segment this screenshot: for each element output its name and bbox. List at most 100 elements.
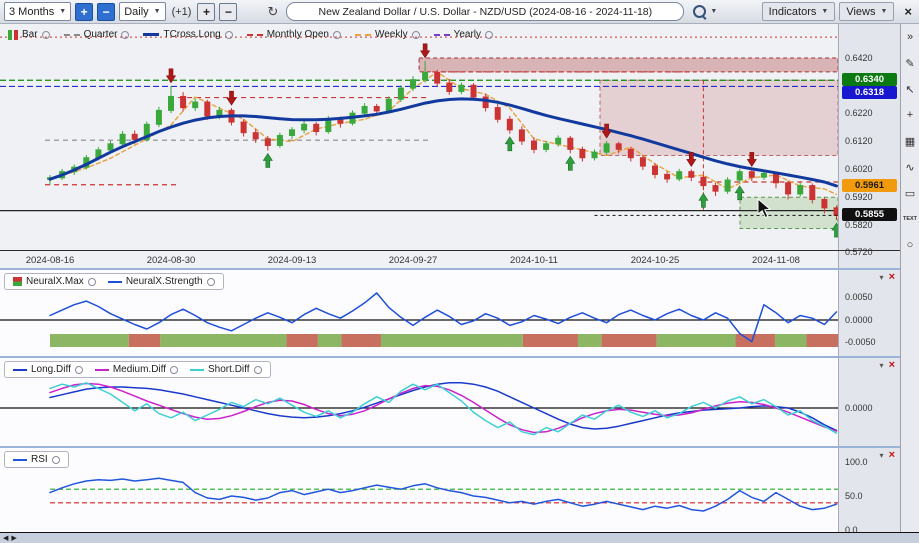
refresh-icon[interactable]: ↻: [267, 3, 279, 19]
chevron-down-icon: ▼: [821, 8, 829, 15]
rsi-menu-icon[interactable]: ▾: [879, 450, 884, 460]
symbol-title-input[interactable]: New Zealand Dollar / U.S. Dollar - NZD/U…: [286, 2, 685, 21]
scroll-left-button[interactable]: ◀: [3, 535, 9, 542]
diff-plot[interactable]: Long.Diff Medium.Diff Short.Diff: [0, 358, 838, 446]
close-icon[interactable]: ×: [904, 4, 912, 19]
legend-item-monthly-open[interactable]: Monthly Open: [246, 29, 341, 40]
info-icon: [485, 30, 494, 39]
legend-label: Quarter: [83, 29, 118, 40]
price-chart-canvas[interactable]: 2024-08-16 2024-08-30 2024-09-13 2024-09-27…: [0, 24, 838, 268]
info-icon: [170, 365, 179, 374]
line-marker-icon: [13, 458, 27, 461]
svg-text:2024-08-16: 2024-08-16: [26, 255, 75, 266]
indicators-button[interactable]: Indicators ▼: [761, 2, 836, 21]
remove-bar-button[interactable]: −: [219, 2, 238, 21]
legend-label: NeuralX.Strength: [125, 276, 203, 287]
legend-label: Medium.Diff: [112, 364, 167, 375]
info-icon: [332, 30, 341, 39]
ellipse-tool-icon[interactable]: ○: [906, 239, 914, 251]
diff-menu-icon[interactable]: ▾: [879, 360, 884, 370]
line-marker-icon: [13, 368, 27, 371]
price-chart-plot[interactable]: 2024-08-16 2024-08-30 2024-09-13 2024-09-27…: [0, 24, 838, 268]
legend-item-neuralx-strength[interactable]: NeuralX.Strength: [107, 276, 215, 287]
neuralx-tick-label: -0.0050: [845, 337, 876, 347]
price-tick-label: 0.6020: [845, 164, 873, 174]
dash-marker-icon: [63, 33, 80, 36]
legend-item-long-diff[interactable]: Long.Diff: [13, 364, 83, 375]
price-tick-label: 0.6120: [845, 136, 873, 146]
draw-arrow-icon[interactable]: ↖: [905, 83, 915, 96]
rsi-axis[interactable]: ▾ × 100.0 50.0 0.0: [838, 448, 900, 535]
add-bar-button[interactable]: +: [197, 2, 216, 21]
price-chart-panel: 2024-08-16 2024-08-30 2024-09-13 2024-09-27…: [0, 24, 900, 268]
neuralx-tick-label: 0.0050: [845, 292, 873, 302]
range-select[interactable]: 3 Months ▼: [4, 2, 72, 21]
offset-label: (+1): [171, 5, 192, 18]
chevron-down-icon: ▼: [880, 8, 888, 15]
line-marker-icon: [107, 280, 122, 283]
views-button-label: Views: [846, 5, 876, 18]
zoom-in-button[interactable]: +: [75, 2, 94, 21]
legend-item-quarter[interactable]: Quarter: [63, 29, 130, 40]
legend-item-bar[interactable]: Bar: [8, 29, 50, 40]
rsi-tick-label: 0.0: [845, 525, 858, 535]
collapse-panel-icon[interactable]: »: [906, 31, 914, 43]
rsi-panel: RSI ▾ × 100.0 50.0 0.0: [0, 446, 900, 535]
text-tool-icon[interactable]: TEXT: [902, 216, 918, 222]
neuralx-axis[interactable]: ▾ × 0.0050 0.0000 -0.0050: [838, 270, 900, 356]
svg-text:2024-10-25: 2024-10-25: [631, 255, 680, 266]
price-tick-label: 0.5720: [845, 247, 873, 257]
legend-item-weekly[interactable]: Weekly: [354, 29, 420, 40]
legend-label: TCross.Long: [163, 29, 221, 40]
search-icon[interactable]: [693, 5, 707, 18]
legend-item-neuralx-max[interactable]: NeuralX.Max: [13, 276, 96, 287]
price-axis[interactable]: 0.6420 0.6220 0.6120 0.6020 0.5920 0.5820 0.57…: [838, 24, 900, 268]
pattern-icon[interactable]: ▦: [904, 135, 916, 148]
legend-item-rsi[interactable]: RSI: [13, 454, 60, 465]
indicators-button-label: Indicators: [768, 5, 817, 18]
line-marker-icon: [190, 368, 205, 371]
legend-label: Bar: [22, 29, 38, 40]
info-icon: [253, 365, 262, 374]
diff-panel: Long.Diff Medium.Diff Short.Diff ▾ × 0.000…: [0, 356, 900, 446]
diff-axis[interactable]: ▾ × 0.0000: [838, 358, 900, 446]
wave-tool-icon[interactable]: ∿: [905, 161, 915, 174]
legend-item-medium-diff[interactable]: Medium.Diff: [94, 364, 179, 375]
svg-text:2024-09-13: 2024-09-13: [268, 255, 317, 266]
svg-text:2024-08-30: 2024-08-30: [147, 255, 196, 266]
rsi-canvas[interactable]: [0, 448, 838, 532]
rsi-close-icon[interactable]: ×: [888, 449, 895, 461]
chevron-down-icon: ▼: [59, 8, 67, 15]
dash-marker-icon: [246, 33, 263, 36]
neuralx-close-icon[interactable]: ×: [888, 271, 895, 283]
price-tick-label: 0.5820: [845, 220, 873, 230]
scroll-right-button[interactable]: ▶: [11, 535, 17, 542]
symbol-title: New Zealand Dollar / U.S. Dollar - NZD/U…: [318, 5, 653, 18]
neuralx-plot[interactable]: NeuralX.Max NeuralX.Strength: [0, 270, 838, 356]
info-icon: [51, 455, 60, 464]
diff-canvas[interactable]: [0, 358, 838, 446]
diff-close-icon[interactable]: ×: [888, 359, 895, 371]
svg-text:2024-10-11: 2024-10-11: [510, 255, 558, 266]
legend-item-tcross-long[interactable]: TCross.Long: [143, 29, 233, 40]
legend-label: Yearly: [453, 29, 482, 40]
diff-legend: Long.Diff Medium.Diff Short.Diff: [4, 361, 271, 378]
neuralx-menu-icon[interactable]: ▾: [879, 272, 884, 282]
search-dropdown-icon[interactable]: ▼: [710, 8, 718, 15]
price-badge: 0.6340: [842, 73, 897, 86]
rsi-plot[interactable]: RSI: [0, 448, 838, 532]
legend-item-yearly[interactable]: Yearly: [433, 29, 494, 40]
views-button[interactable]: Views ▼: [839, 2, 895, 21]
crosshair-icon[interactable]: +: [906, 109, 914, 121]
price-tick-label: 0.5920: [845, 192, 873, 202]
neuralx-canvas[interactable]: [0, 270, 838, 356]
period-select[interactable]: Daily ▼: [119, 2, 166, 21]
rectangle-tool-icon[interactable]: ▭: [904, 187, 916, 200]
rsi-tick-label: 50.0: [845, 491, 863, 501]
zoom-out-button[interactable]: −: [97, 2, 116, 21]
time-axis-separator: [0, 250, 900, 251]
top-toolbar: 3 Months ▼ + − Daily ▼ (+1) + − ↻ New Ze…: [0, 0, 919, 24]
legend-item-short-diff[interactable]: Short.Diff: [190, 364, 262, 375]
pencil-icon[interactable]: ✎: [905, 57, 915, 70]
